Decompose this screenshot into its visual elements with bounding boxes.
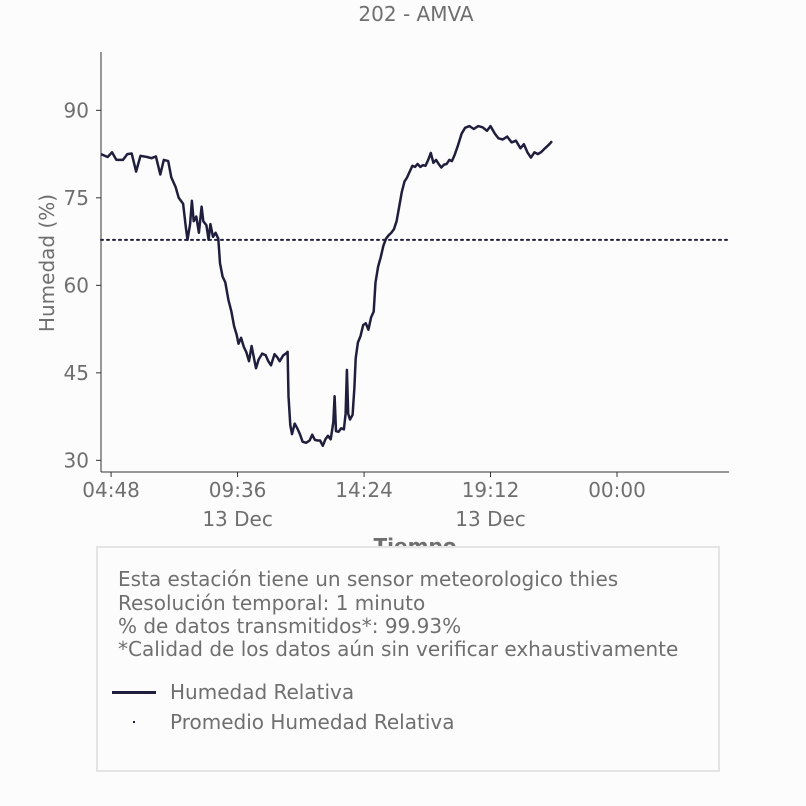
series-layer: [100, 124, 730, 448]
info-transmitted-text: % de datos transmitidos*: 99.93%: [118, 614, 462, 638]
y-tick-label: 90: [64, 98, 89, 122]
info-quality-note: *Calidad de los datos aún sin verificar …: [118, 637, 679, 661]
x-axis-ticks: 04:48 09:36 13 Dec 14:24 19:12 13 Dec 00:00: [82, 472, 646, 531]
legend-line-swatch: [112, 691, 156, 694]
chart-title: 202 - AMVA: [358, 2, 473, 26]
x-tick-sublabel: 13 Dec: [455, 507, 526, 531]
info-legend-box: Esta estación tiene un sensor meteorolog…: [96, 546, 720, 772]
humidity-line-chart: 202 - AMVA 30 45 60 75 90 04:48 09:36 13 Dec 14…: [35, 2, 730, 558]
chart-axes: [100, 52, 729, 473]
legend-label-humedad: Humedad Relativa: [170, 680, 355, 704]
y-tick-label: 75: [64, 186, 89, 210]
info-sensor-text: Esta estación tiene un sensor meteorolog…: [118, 567, 619, 591]
y-tick-label: 30: [64, 448, 89, 472]
info-resolution-text: Resolución temporal: 1 minuto: [118, 591, 426, 615]
legend-dot-swatch: [133, 721, 135, 723]
y-tick-label: 45: [64, 361, 89, 385]
x-tick-label: 04:48: [82, 478, 140, 502]
y-axis-ticks: 30 45 60 75 90: [64, 98, 101, 472]
y-axis-label: Humedad (%): [35, 194, 59, 332]
humidity-series-line: [100, 124, 553, 448]
x-tick-label: 00:00: [588, 478, 646, 502]
x-tick-label: 14:24: [335, 478, 393, 502]
x-tick-label: 09:36: [209, 478, 267, 502]
legend-label-promedio: Promedio Humedad Relativa: [170, 710, 455, 734]
x-tick-sublabel: 13 Dec: [202, 507, 273, 531]
y-tick-label: 60: [64, 273, 89, 297]
x-tick-label: 19:12: [462, 478, 520, 502]
